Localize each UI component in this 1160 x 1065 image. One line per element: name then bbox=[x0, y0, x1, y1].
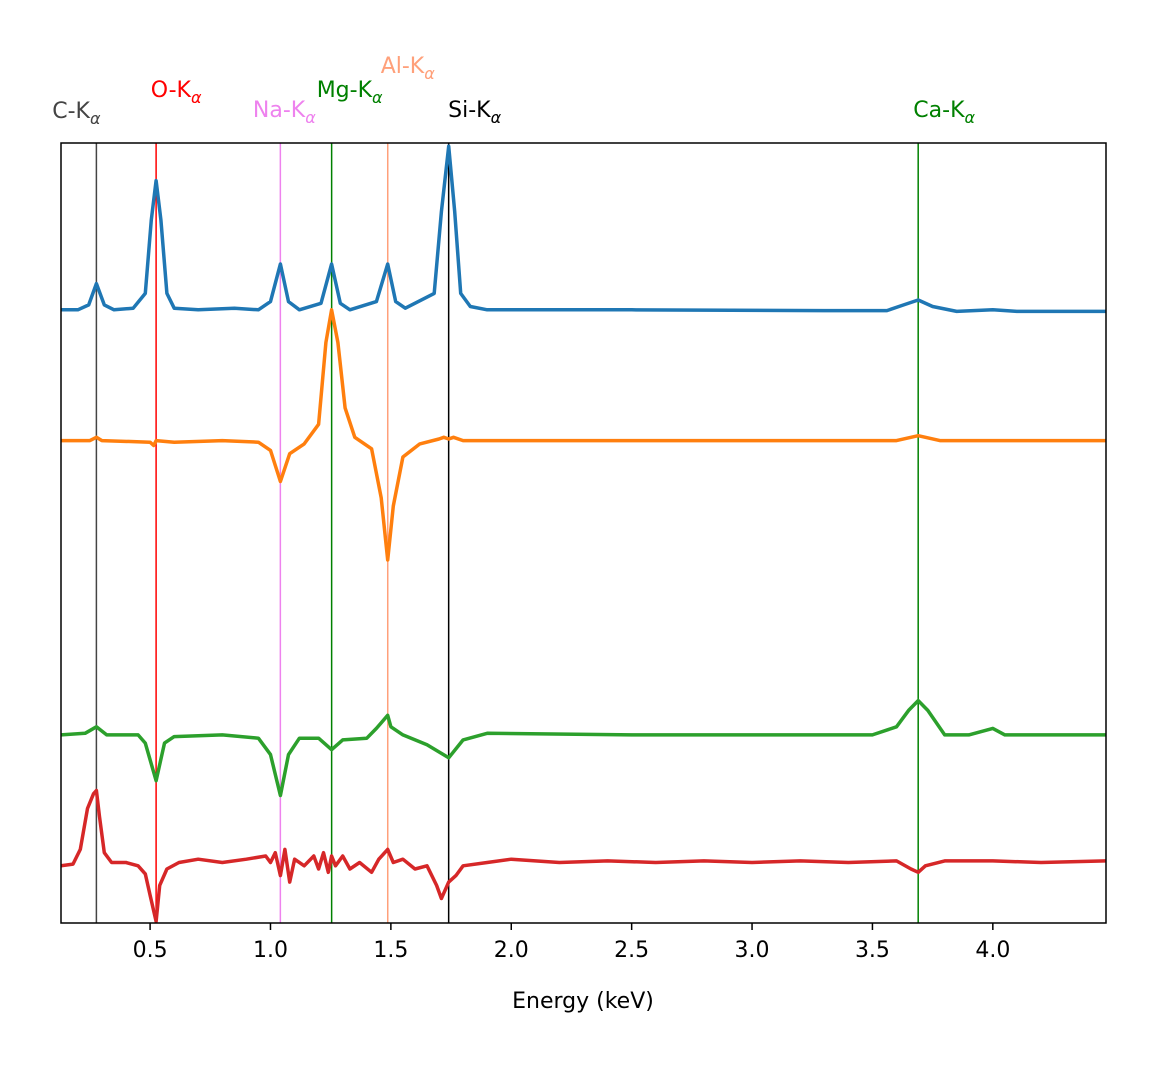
reference-label-c: C-Kα bbox=[52, 99, 101, 128]
reference-label-mg: Mg-Kα bbox=[317, 78, 383, 107]
reference-label-na: Na-Kα bbox=[253, 98, 316, 127]
reference-label-al: Al-Kα bbox=[381, 54, 436, 83]
x-tick-label: 2.0 bbox=[494, 938, 529, 963]
x-tick-label: 1.0 bbox=[253, 938, 288, 963]
series-line-2 bbox=[61, 308, 1106, 562]
x-tick-label: 2.5 bbox=[614, 938, 649, 963]
x-axis: 0.5 1.0 1.5 2.0 2.5 3.0 3.5 4.0 bbox=[133, 923, 1010, 963]
x-tick-label: 3.0 bbox=[735, 938, 770, 963]
x-tick-label: 3.5 bbox=[855, 938, 890, 963]
x-axis-title: Energy (keV) bbox=[512, 989, 654, 1014]
x-tick-label: 1.5 bbox=[373, 938, 408, 963]
series-line-4 bbox=[61, 788, 1106, 923]
series-line-1 bbox=[61, 144, 1106, 314]
x-tick-label: 0.5 bbox=[133, 938, 168, 963]
series-line-3 bbox=[61, 698, 1106, 798]
reference-label-o: O-Kα bbox=[151, 78, 202, 107]
series-layer bbox=[61, 144, 1106, 923]
reference-lines bbox=[95, 143, 919, 923]
x-tick-label: 4.0 bbox=[975, 938, 1010, 963]
reference-label-ca: Ca-Kα bbox=[913, 98, 975, 127]
plot-frame bbox=[60, 142, 1107, 924]
reference-label-si: Si-Kα bbox=[448, 98, 501, 127]
